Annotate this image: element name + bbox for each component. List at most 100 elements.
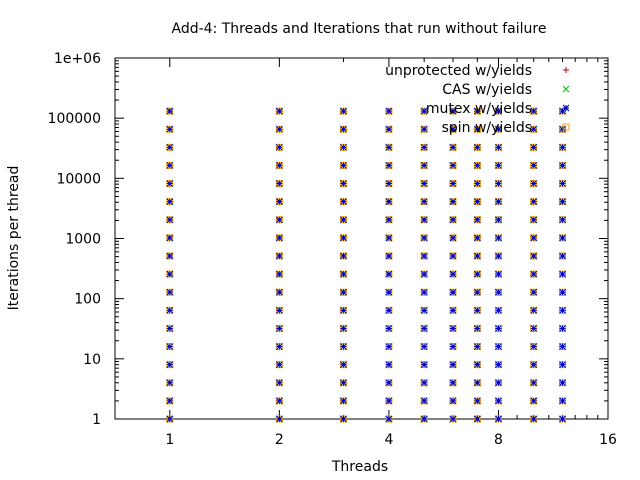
y-tick-label: 100000: [48, 111, 101, 127]
data-point: [473, 306, 481, 314]
data-point: [420, 198, 428, 206]
data-point: [530, 162, 538, 169]
data-point: [420, 325, 428, 332]
data-point: [495, 379, 502, 387]
data-point: [420, 361, 428, 369]
data-point: [530, 198, 538, 206]
data-point: [530, 288, 538, 296]
data-point: [495, 107, 502, 115]
data-point: [385, 234, 393, 242]
data-point: [275, 216, 283, 224]
data-point: [530, 361, 538, 369]
data-point: [340, 361, 347, 369]
data-point: [420, 379, 428, 387]
data-point: [559, 252, 566, 260]
y-tick-label: 1: [92, 412, 101, 428]
y-tick-label: 1000: [65, 232, 101, 248]
data-point: [530, 125, 538, 133]
data-point: [275, 270, 283, 278]
data-point: [559, 379, 566, 387]
data-point: [166, 234, 174, 242]
data-point: [495, 306, 502, 314]
data-point: [275, 162, 283, 169]
data-point: [166, 415, 174, 423]
data-point: [473, 234, 481, 242]
data-point: [449, 180, 457, 187]
data-point: [449, 143, 457, 151]
data-point: [559, 415, 566, 423]
data-point: [275, 107, 283, 115]
data-point: [473, 343, 481, 350]
data-point: [473, 125, 481, 133]
data-point: [275, 325, 283, 332]
legend: unprotected w/yields CAS w/yields mutex w/…: [385, 63, 570, 136]
data-point: [530, 343, 538, 350]
data-point: [449, 343, 457, 350]
data-point: [420, 180, 428, 187]
data-point: [340, 125, 347, 133]
data-point: [473, 180, 481, 187]
data-point: [559, 270, 566, 278]
data-point: [385, 325, 393, 332]
data-point: [530, 306, 538, 314]
data-point: [340, 107, 347, 115]
data-point: [473, 143, 481, 151]
data-point: [275, 415, 283, 423]
data-point: [449, 325, 457, 332]
legend-marker: [562, 104, 570, 112]
data-point: [449, 397, 457, 405]
data-point: [559, 198, 566, 206]
data-point: [166, 379, 174, 387]
data-point: [473, 216, 481, 224]
data-point: [420, 143, 428, 151]
data-point: [473, 325, 481, 332]
data-point: [449, 107, 457, 115]
data-point: [275, 361, 283, 369]
legend-marker: [563, 67, 569, 73]
data-point: [275, 252, 283, 260]
data-point: [559, 361, 566, 369]
data-point: [340, 252, 347, 260]
data-point: [449, 234, 457, 242]
data-point: [530, 234, 538, 242]
data-point: [420, 415, 428, 423]
data-point: [530, 397, 538, 405]
data-point: [166, 252, 174, 260]
data-point: [449, 216, 457, 224]
x-tick-label: 4: [384, 432, 393, 448]
data-point: [275, 143, 283, 151]
legend-marker: [562, 85, 570, 93]
data-point: [275, 306, 283, 314]
data-point: [275, 397, 283, 405]
data-point: [340, 325, 347, 332]
data-point: [420, 216, 428, 224]
x-axis-label: Threads: [331, 459, 388, 475]
data-point: [385, 198, 393, 206]
data-point: [385, 270, 393, 278]
legend-label: CAS w/yields: [442, 82, 532, 98]
data-point: [473, 162, 481, 169]
data-point: [495, 361, 502, 369]
data-point: [449, 306, 457, 314]
data-point: [449, 198, 457, 206]
y-tick-label: 10: [83, 352, 101, 368]
data-point: [530, 180, 538, 187]
data-point: [530, 325, 538, 332]
data-point: [275, 379, 283, 387]
data-point: [166, 288, 174, 296]
data-point: [420, 343, 428, 350]
data-point: [166, 216, 174, 224]
legend-label: unprotected w/yields: [385, 63, 532, 79]
legend-label: mutex w/yields: [426, 101, 532, 117]
data-point: [385, 216, 393, 224]
data-point: [385, 415, 393, 423]
data-point: [559, 288, 566, 296]
data-point: [385, 306, 393, 314]
data-point: [495, 198, 502, 206]
y-tick-label: 10000: [56, 171, 101, 187]
data-point: [559, 343, 566, 350]
x-tick-label: 16: [599, 432, 617, 448]
data-point: [449, 270, 457, 278]
x-tick-label: 1: [165, 432, 174, 448]
